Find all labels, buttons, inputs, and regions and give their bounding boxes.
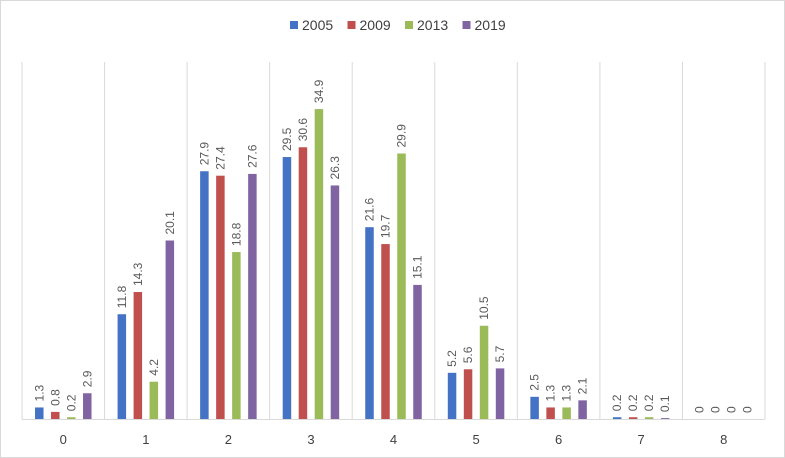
bar-2005-cat-4	[365, 227, 374, 419]
bar-2019-cat-7	[660, 418, 670, 419]
value-label-2019-cat-2: 27.6	[245, 144, 259, 168]
legend: 2005 2009 2013 2019	[290, 17, 506, 33]
bar-2013-cat-0	[67, 417, 76, 419]
value-label-2009-cat-7: 0.2	[626, 394, 640, 411]
legend-label-2013: 2013	[417, 17, 448, 33]
value-label-2005-cat-7: 0.2	[610, 394, 624, 411]
value-label-2009-cat-3: 30.6	[296, 118, 310, 142]
bar-2005-cat-1	[117, 314, 127, 419]
value-label-2009-cat-4: 19.7	[379, 214, 393, 238]
value-label-2005-cat-4: 21.6	[363, 198, 377, 222]
bar-2005-cat-7	[612, 417, 622, 419]
bar-2019-cat-5	[495, 368, 505, 419]
x-tick-label-5: 5	[472, 432, 479, 447]
value-label-2005-cat-1: 11.8	[115, 285, 129, 308]
bar-2009-cat-1	[133, 292, 143, 419]
x-tick-label-6: 6	[555, 432, 562, 447]
value-label-2019-cat-5: 5.7	[493, 345, 507, 362]
value-label-2005-cat-0: 1.3	[32, 384, 46, 401]
value-label-2019-cat-3: 26.3	[328, 156, 342, 180]
legend-label-2009: 2009	[360, 17, 391, 33]
value-label-2019-cat-7: 0.1	[658, 395, 672, 412]
value-label-2013-cat-7: 0.2	[642, 394, 656, 411]
value-label-2009-cat-5: 5.6	[461, 346, 475, 363]
value-label-2019-cat-4: 15.1	[411, 255, 425, 279]
x-tick-label-4: 4	[390, 432, 397, 447]
gridlines	[21, 62, 766, 419]
value-label-2019-cat-1: 20.1	[163, 211, 177, 235]
legend-swatch-2009	[347, 21, 356, 29]
value-label-2009-cat-0: 0.8	[48, 389, 62, 406]
value-label-2013-cat-6: 1.3	[560, 384, 574, 401]
value-label-2005-cat-3: 29.5	[280, 127, 294, 151]
x-tick-label-8: 8	[720, 432, 727, 447]
bar-2005-cat-3	[282, 157, 292, 420]
value-label-2009-cat-8: 0	[709, 406, 723, 413]
x-tick-label-1: 1	[142, 432, 149, 447]
value-label-2013-cat-1: 4.2	[147, 359, 161, 376]
bar-2005-cat-2	[200, 171, 209, 419]
bar-2019-cat-0	[83, 393, 92, 419]
value-label-2019-cat-6: 2.1	[576, 377, 590, 394]
bar-2005-cat-6	[530, 396, 539, 419]
bar-2005-cat-0	[35, 407, 44, 419]
value-label-2009-cat-6: 1.3	[544, 384, 558, 401]
legend-swatch-2019	[462, 21, 471, 29]
value-label-2005-cat-6: 2.5	[528, 374, 542, 391]
value-label-2009-cat-1: 14.3	[131, 262, 145, 286]
legend-swatch-2005	[290, 21, 298, 29]
bar-2013-cat-3	[314, 109, 324, 419]
bar-2005-cat-5	[447, 372, 457, 419]
value-labels: 1.3 0.8 0.22.911.814.34.220.127.9 27.418.82…	[32, 79, 754, 413]
legend-label-2005: 2005	[302, 17, 333, 33]
bar-2009-cat-2	[216, 175, 225, 419]
bar-2009-cat-7	[628, 417, 638, 419]
x-tick-label-7: 7	[638, 432, 645, 447]
value-label-2009-cat-2: 27.4	[213, 146, 227, 170]
value-label-2005-cat-2: 27.9	[197, 142, 211, 166]
value-label-2005-cat-8: 0	[693, 406, 707, 413]
bar-2013-cat-5	[479, 325, 489, 419]
bar-2013-cat-1	[149, 381, 159, 419]
bar-2019-cat-6	[578, 400, 587, 419]
legend-swatch-2013	[405, 21, 413, 29]
x-axis: 0 1 2 3 4 5 6 7 8	[22, 419, 765, 447]
value-label-2019-cat-8: 0	[741, 406, 755, 413]
legend-label-2019: 2019	[475, 17, 506, 33]
bar-2019-cat-2	[248, 173, 257, 419]
bar-2009-cat-6	[546, 407, 555, 419]
value-label-2013-cat-0: 0.2	[64, 394, 78, 411]
bar-2019-cat-4	[413, 284, 422, 419]
bar-2009-cat-4	[381, 244, 390, 419]
bar-2019-cat-1	[165, 240, 175, 419]
value-label-2013-cat-5: 10.5	[477, 296, 491, 320]
bars	[35, 109, 670, 420]
value-label-2013-cat-8: 0	[725, 406, 739, 413]
x-tick-label-0: 0	[60, 432, 67, 447]
bar-2009-cat-5	[463, 369, 473, 419]
value-label-2013-cat-4: 29.9	[395, 124, 409, 148]
value-label-2019-cat-0: 2.9	[80, 370, 94, 387]
x-tick-label-2: 2	[225, 432, 232, 447]
value-label-2005-cat-5: 5.2	[445, 350, 459, 367]
bar-2013-cat-2	[232, 252, 241, 419]
bar-2013-cat-6	[562, 407, 571, 419]
bar-2009-cat-3	[298, 147, 308, 419]
bar-2009-cat-0	[51, 411, 60, 419]
x-tick-label-3: 3	[307, 432, 314, 447]
bar-2019-cat-3	[330, 185, 340, 419]
value-label-2013-cat-3: 34.9	[312, 79, 326, 103]
bar-2013-cat-7	[644, 417, 654, 419]
value-label-2013-cat-2: 18.8	[229, 222, 243, 246]
bar-2013-cat-4	[397, 153, 406, 419]
